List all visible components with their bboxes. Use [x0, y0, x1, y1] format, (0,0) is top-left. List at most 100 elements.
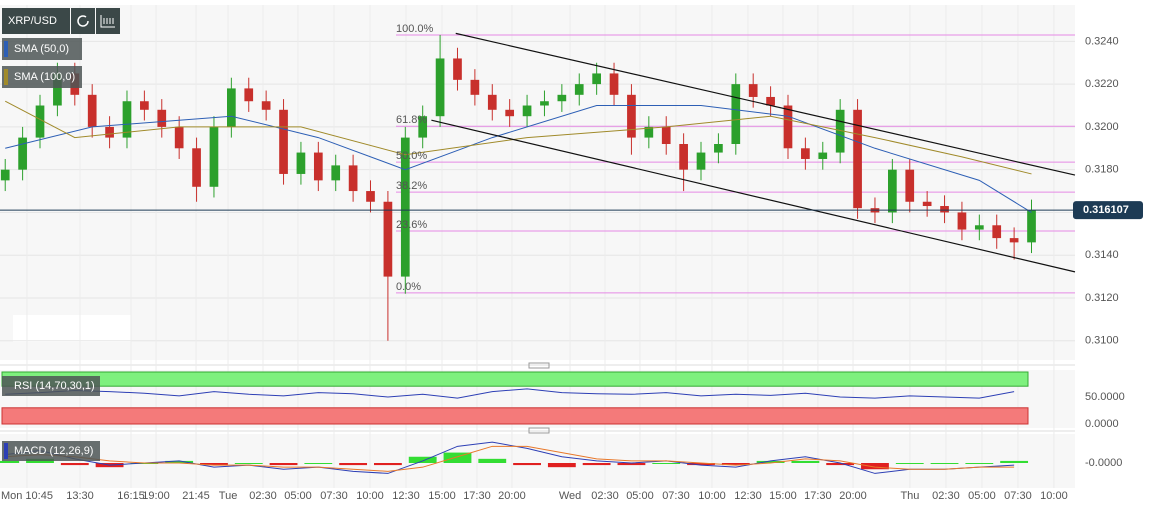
- y-tick-label: 0.3180: [1085, 164, 1119, 176]
- rsi-box: [2, 376, 100, 396]
- macd-histogram-bar: [513, 463, 541, 466]
- candle-body: [174, 126, 184, 149]
- overlay-box: [2, 66, 82, 88]
- macd-histogram-bar: [200, 463, 228, 466]
- fib-label: 0.0%: [396, 281, 421, 293]
- candle-body: [418, 116, 428, 138]
- candle-body: [522, 105, 532, 117]
- symbol-box[interactable]: [2, 8, 70, 34]
- x-tick-label: Thu: [900, 490, 919, 502]
- last-price-box: [1073, 201, 1143, 220]
- overlay-swatch: [4, 69, 8, 85]
- fib-label: 23.6%: [396, 219, 427, 231]
- drag-handle[interactable]: [528, 362, 550, 369]
- macd-tick-label: -0.0000: [1085, 457, 1122, 469]
- candle-body: [366, 191, 375, 202]
- candle-body: [383, 201, 393, 277]
- blank-box: [13, 315, 131, 342]
- candle-body: [227, 88, 236, 127]
- candle-body: [331, 165, 341, 181]
- candle-body: [679, 144, 688, 170]
- refresh-icon: [77, 15, 89, 27]
- candle-body: [696, 152, 706, 170]
- macd-histogram-bar: [547, 463, 576, 468]
- candle-body: [748, 84, 758, 97]
- fib-label: 38.2%: [396, 180, 427, 192]
- rsi-line: [5, 388, 1015, 399]
- macd-histogram-bar: [443, 452, 472, 463]
- candle-body: [888, 169, 897, 213]
- macd-histogram-bar: [165, 460, 194, 463]
- overlay-swatch: [4, 41, 8, 57]
- candle-body: [592, 73, 601, 85]
- x-tick-label: 16:15: [117, 490, 145, 502]
- y-tick-label: 0.3100: [1085, 335, 1119, 347]
- drag-handle[interactable]: [528, 427, 550, 434]
- candle-body: [731, 84, 741, 145]
- x-tick-label: 02:30: [932, 490, 960, 502]
- candle-body: [209, 126, 219, 187]
- candle-body: [296, 152, 306, 174]
- channel-line: [455, 32, 1076, 176]
- x-tick-label: 12:30: [392, 490, 420, 502]
- x-tick-label: 05:00: [284, 490, 312, 502]
- sma-line: [5, 105, 1032, 213]
- x-tick-label: 10:00: [698, 490, 726, 502]
- macd-histogram-bar: [60, 463, 89, 466]
- y-tick-label: 0.3240: [1085, 35, 1119, 47]
- x-tick-label: 17:30: [463, 490, 491, 502]
- candle-body: [192, 148, 201, 187]
- macd-name: MACD (12,26,9): [14, 445, 93, 457]
- candle-body: [53, 73, 62, 106]
- candle-body: [609, 73, 619, 95]
- candle-body: [766, 96, 775, 106]
- rsi-tick-label: 0.0000: [1085, 418, 1119, 430]
- macd-histogram-bar: [373, 463, 402, 466]
- macd-histogram-bar: [965, 463, 994, 464]
- x-tick-label: 07:30: [662, 490, 690, 502]
- fib-label: 100.0%: [396, 23, 434, 35]
- refresh-button[interactable]: [71, 8, 95, 34]
- candle-body: [261, 101, 271, 110]
- candle-body: [940, 206, 949, 213]
- macd-histogram-bar: [582, 463, 611, 466]
- overlay-name: SMA (100,0): [14, 71, 75, 83]
- candle-body: [540, 101, 549, 106]
- candle-body: [957, 212, 967, 230]
- macd-line: [5, 441, 1015, 474]
- overbought-zone: [1, 371, 1029, 387]
- candle-body: [348, 165, 358, 192]
- macd-histogram-bar: [861, 463, 889, 470]
- candle-body: [140, 101, 149, 110]
- candle-body: [244, 88, 254, 102]
- candle-body: [505, 109, 515, 117]
- candle-body: [487, 94, 497, 110]
- macd-histogram-bar: [0, 460, 20, 463]
- candle-body: [157, 109, 167, 127]
- settings-button[interactable]: [96, 8, 120, 34]
- candle-body: [557, 94, 567, 102]
- x-tick-label: 10:00: [1040, 490, 1068, 502]
- candle-body: [87, 94, 97, 127]
- candle-body: [905, 169, 915, 202]
- candle-body: [35, 105, 45, 138]
- signal-line: [5, 445, 1015, 472]
- candle-body: [783, 105, 793, 149]
- macd-histogram-bar: [930, 463, 959, 464]
- x-tick-label: 07:30: [1004, 490, 1032, 502]
- macd-histogram-bar: [617, 463, 646, 466]
- channel-line: [431, 119, 1076, 273]
- macd-area: [0, 434, 1075, 488]
- candle-body: [627, 94, 636, 138]
- overlay-name: SMA (50,0): [14, 43, 69, 55]
- symbol: XRP/USD: [8, 15, 57, 27]
- y-tick-label: 0.3200: [1085, 121, 1119, 133]
- candle-body: [453, 58, 462, 80]
- x-tick-label: 21:45: [182, 490, 210, 502]
- candle-body: [105, 126, 114, 138]
- candle-body: [400, 137, 410, 277]
- macd-swatch: [4, 443, 8, 459]
- last-price-label: 0.316107: [1083, 204, 1129, 216]
- candle-body: [835, 109, 845, 153]
